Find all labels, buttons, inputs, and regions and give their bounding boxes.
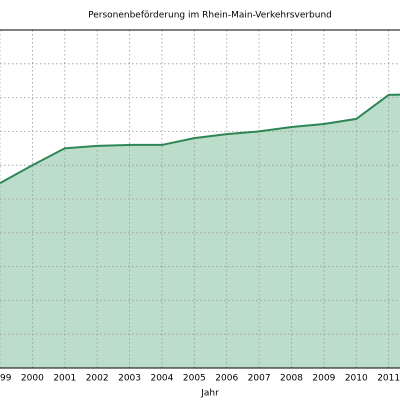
line — [0, 93, 400, 184]
x-tick-label: 2004 — [150, 374, 173, 384]
x-tick-label: 2000 — [21, 374, 44, 384]
x-tick-label: 2006 — [215, 374, 238, 384]
x-tick-label: 1999 — [0, 374, 12, 384]
x-tick-label: 2008 — [280, 374, 303, 384]
x-tick-label: 2003 — [118, 374, 141, 384]
x-tick-label: 2002 — [86, 374, 109, 384]
x-tick-label: 2011 — [377, 374, 400, 384]
area-fill — [0, 94, 400, 368]
x-tick-label: 2001 — [53, 374, 76, 384]
chart-title: Personenbeförderung im Rhein-Main-Verkeh… — [88, 11, 332, 21]
x-tick-label: 2009 — [312, 374, 335, 384]
x-tick-label: 2010 — [345, 374, 368, 384]
x-tick-label: 2005 — [183, 374, 206, 384]
x-axis-label: Jahr — [200, 389, 219, 399]
x-tick-label: 2007 — [248, 374, 271, 384]
